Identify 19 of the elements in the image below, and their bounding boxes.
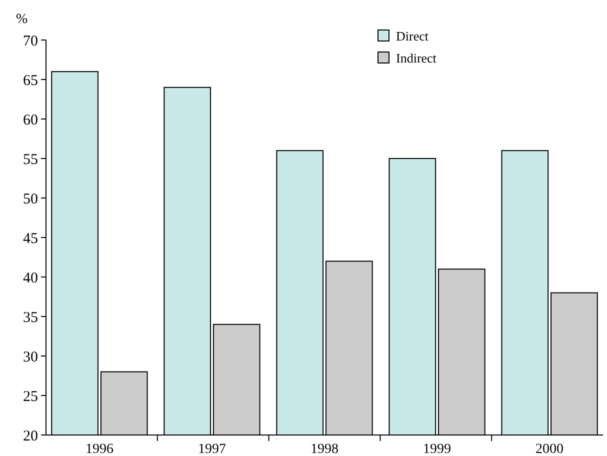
x-tick-label: 1997 xyxy=(198,442,226,456)
y-tick-label: 35 xyxy=(23,310,38,326)
x-tick-label: 1996 xyxy=(85,442,114,456)
y-tick-label: 50 xyxy=(23,191,38,208)
x-tick-label: 1998 xyxy=(310,442,338,456)
x-tick-label: 1999 xyxy=(423,442,452,456)
y-tick-label: 40 xyxy=(23,270,38,286)
legend-label: Direct xyxy=(396,28,429,44)
y-tick-label: 60 xyxy=(23,112,38,128)
y-tick-label: 20 xyxy=(23,428,38,444)
y-tick-label: 55 xyxy=(23,152,38,168)
legend-label: Indirect xyxy=(396,50,437,66)
y-axis-title: % xyxy=(16,12,28,27)
y-tick-label: 65 xyxy=(23,72,38,89)
y-tick-label: 30 xyxy=(23,349,38,366)
y-tick-label: 45 xyxy=(23,230,38,247)
y-tick-label: 25 xyxy=(23,388,38,405)
y-tick-label: 70 xyxy=(23,33,38,50)
x-tick-label: 2000 xyxy=(536,442,564,456)
